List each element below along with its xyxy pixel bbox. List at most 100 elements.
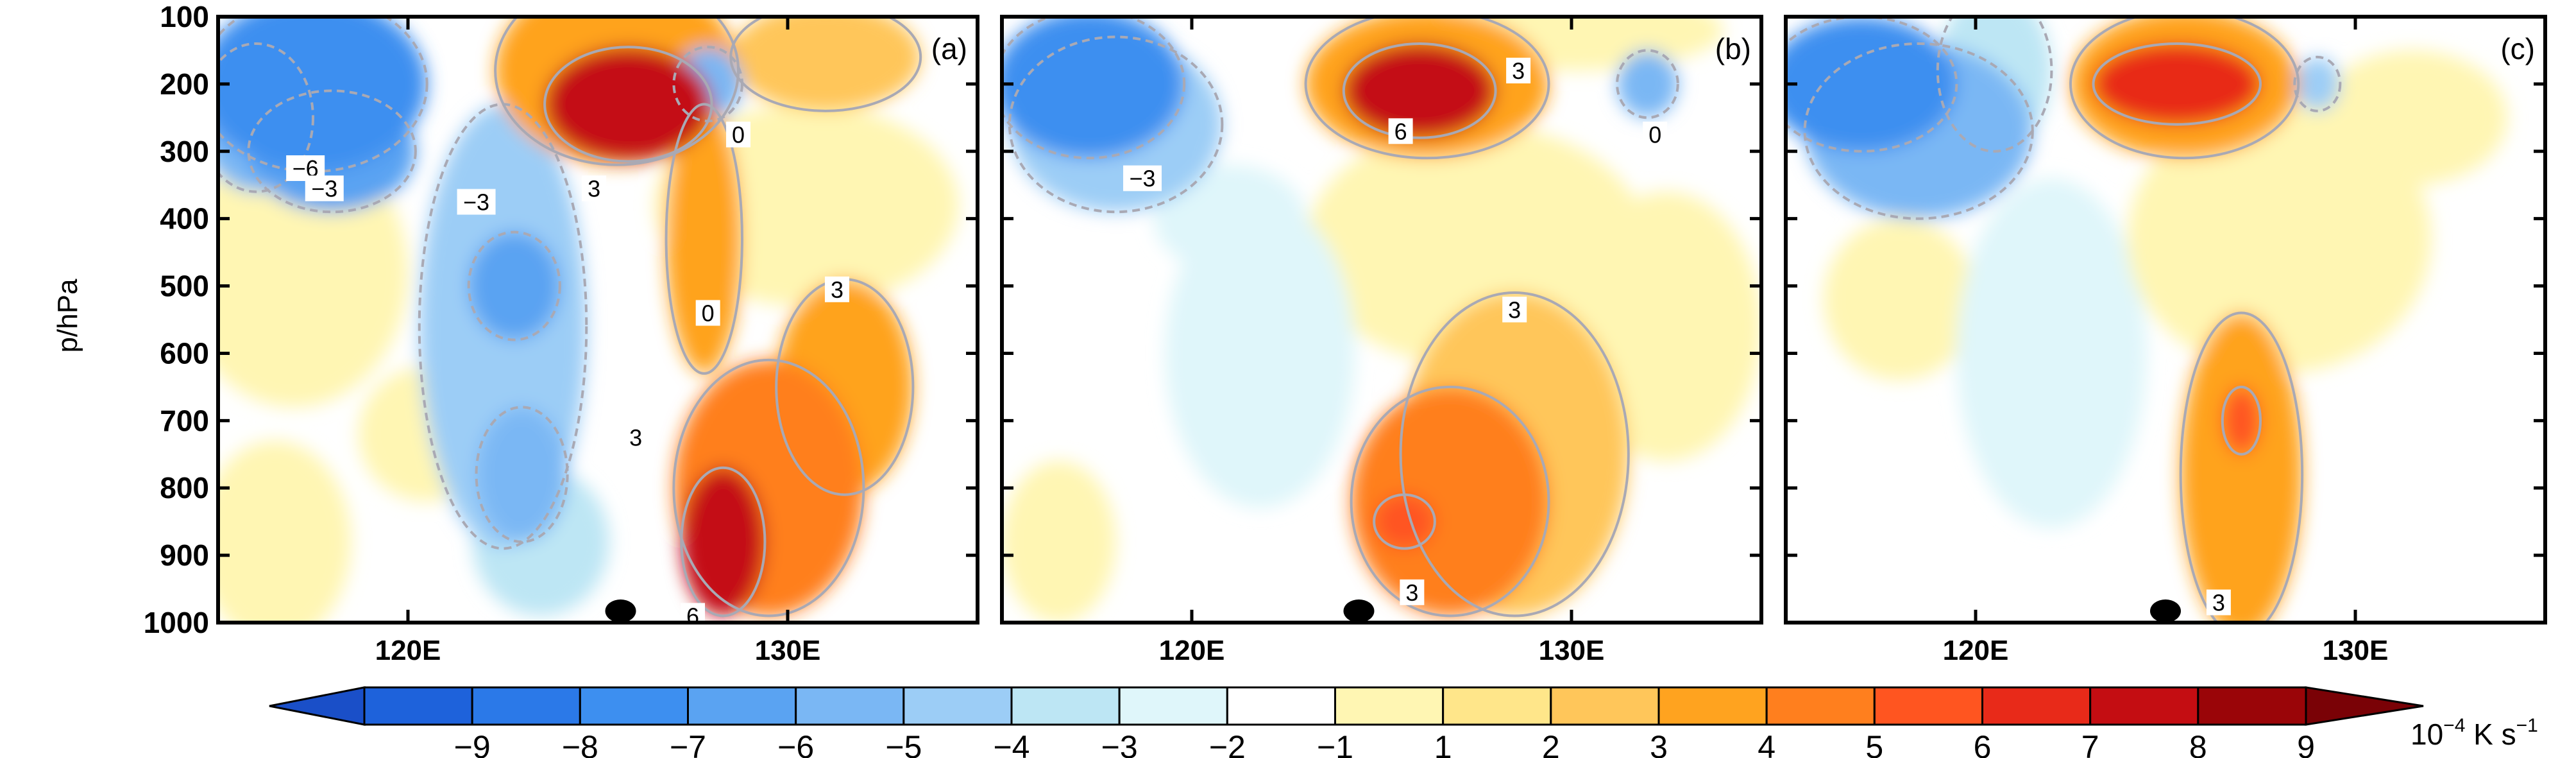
contour-line — [672, 358, 865, 617]
y-tick-label: 300 — [160, 135, 209, 168]
colorbar-tick-label: 5 — [1865, 729, 1883, 758]
location-marker — [1343, 599, 1375, 623]
colorbar-segment — [579, 686, 689, 726]
colorbar: −9 −8 −7 −6 −5 −4 −3 −2 −1 1 2 3 4 5 6 7 8 9 — [269, 686, 2424, 758]
panels: −6−3−33003361002003004005006007008009001… — [144, 0, 2547, 666]
contour-label: 3 — [831, 277, 843, 303]
panel: −6−3−33003361002003004005006007008009001… — [144, 0, 979, 666]
x-tick-label: 120E — [1159, 635, 1225, 666]
contour-label-bg — [824, 276, 849, 302]
colorbar-tick-label: −6 — [777, 729, 814, 758]
colorbar-tick-label: 8 — [2189, 729, 2207, 758]
x-tick-label: 130E — [1539, 635, 1605, 666]
contour-label: 3 — [2212, 590, 2225, 616]
x-tick-label: 120E — [1943, 635, 2009, 666]
contour-line — [1803, 42, 2034, 220]
field-cell — [1617, 50, 1678, 118]
y-tick-label: 100 — [160, 0, 209, 33]
contour-label-bg — [1643, 121, 1668, 148]
contour-label-bg — [681, 603, 705, 623]
field-cell — [2222, 386, 2260, 454]
contour-line — [2092, 42, 2262, 126]
contour-label-bg — [582, 175, 607, 202]
colorbar-segment — [1226, 686, 1337, 726]
contour-label-bg — [1506, 57, 1531, 83]
contour-label: 3 — [588, 175, 600, 202]
field-cell — [2180, 313, 2303, 623]
field-cell — [468, 232, 560, 340]
colorbar-tick-label: 6 — [1974, 729, 1992, 758]
field-cell — [476, 407, 568, 542]
colorbar-segment — [1010, 686, 1121, 726]
contour-label: −3 — [1130, 166, 1156, 192]
colorbar-segment — [471, 686, 581, 726]
colorbar-extend-max — [2305, 686, 2424, 726]
contour-label: 0 — [732, 122, 745, 148]
contour-line — [2293, 55, 2342, 112]
unit-exponent-2: −1 — [2516, 715, 2538, 736]
unit-base: 10 — [2411, 718, 2443, 751]
field-cell — [1002, 17, 1185, 159]
contour-line — [2069, 17, 2300, 160]
contour-line — [1350, 385, 1550, 617]
colorbar-segment — [1657, 686, 1768, 726]
y-tick-label: 700 — [160, 404, 209, 437]
contour-line — [543, 46, 713, 163]
field-cell — [1956, 178, 2147, 529]
field-cell — [2093, 43, 2260, 125]
y-tick-label: 400 — [160, 202, 209, 236]
contour-label-bg — [305, 175, 344, 202]
contour-label: −3 — [463, 189, 489, 215]
contour-line — [494, 17, 740, 166]
field-cell — [545, 47, 712, 162]
shaded-field: 3 6 −3 0 3 3 — [1002, 17, 1761, 623]
colorbar-segment — [1442, 686, 1552, 726]
colorbar-segment — [363, 686, 473, 726]
contour-line — [1002, 17, 1186, 160]
contour-label: 6 — [686, 603, 699, 630]
colorbar-tick-label: −9 — [454, 729, 491, 758]
contour-label: 0 — [702, 300, 715, 327]
colorbar-tick-label: 3 — [1650, 729, 1668, 758]
contour-label: 3 — [629, 425, 642, 451]
colorbar-tick-label: 4 — [1758, 729, 1775, 758]
field-cell — [218, 17, 427, 172]
field-cell — [1002, 461, 1116, 623]
contour-line — [665, 103, 743, 375]
contour-line — [247, 89, 417, 214]
contour-label-bg — [1123, 165, 1162, 191]
panel-frame — [1000, 15, 1763, 624]
y-tick-label: 600 — [160, 336, 209, 370]
x-tick-label: 120E — [375, 635, 441, 666]
field-cell — [1343, 43, 1496, 138]
field-cell — [666, 104, 742, 374]
colorbar-tick-label: −8 — [562, 729, 598, 758]
contour-label-bg — [1502, 297, 1527, 323]
contour-label: 6 — [1394, 118, 1407, 144]
contour-line — [1936, 17, 2053, 153]
y-tick-label: 800 — [160, 471, 209, 504]
contour-label: −3 — [311, 175, 337, 202]
colorbar-segment — [1765, 686, 1876, 726]
colorbar-tick-label: −3 — [1101, 729, 1138, 758]
field-cell — [1165, 198, 1355, 508]
contour-line — [1373, 493, 1436, 550]
contour-label-bg — [2206, 589, 2231, 616]
colorbar-tick-label: −1 — [1317, 729, 1353, 758]
panel-label: (c) — [2500, 32, 2535, 65]
y-tick-label: 1000 — [144, 606, 209, 639]
contour-label-bg — [623, 424, 648, 451]
contour-label-bg — [1388, 118, 1413, 144]
colorbar-segment — [2089, 686, 2199, 726]
panel-label: (b) — [1715, 32, 1751, 65]
colorbar-unit-label: 10−4 K s−1 — [2411, 715, 2538, 751]
shaded-field: 3 — [1786, 17, 2545, 623]
colorbar-tick-label: −2 — [1209, 729, 1246, 758]
contour-line — [218, 42, 314, 193]
contour-line — [1008, 35, 1224, 214]
colorbar-tick-label: 7 — [2081, 729, 2099, 758]
colorbar-segment — [1550, 686, 1660, 726]
field-cell — [2294, 56, 2341, 111]
colorbar-segment — [795, 686, 905, 726]
